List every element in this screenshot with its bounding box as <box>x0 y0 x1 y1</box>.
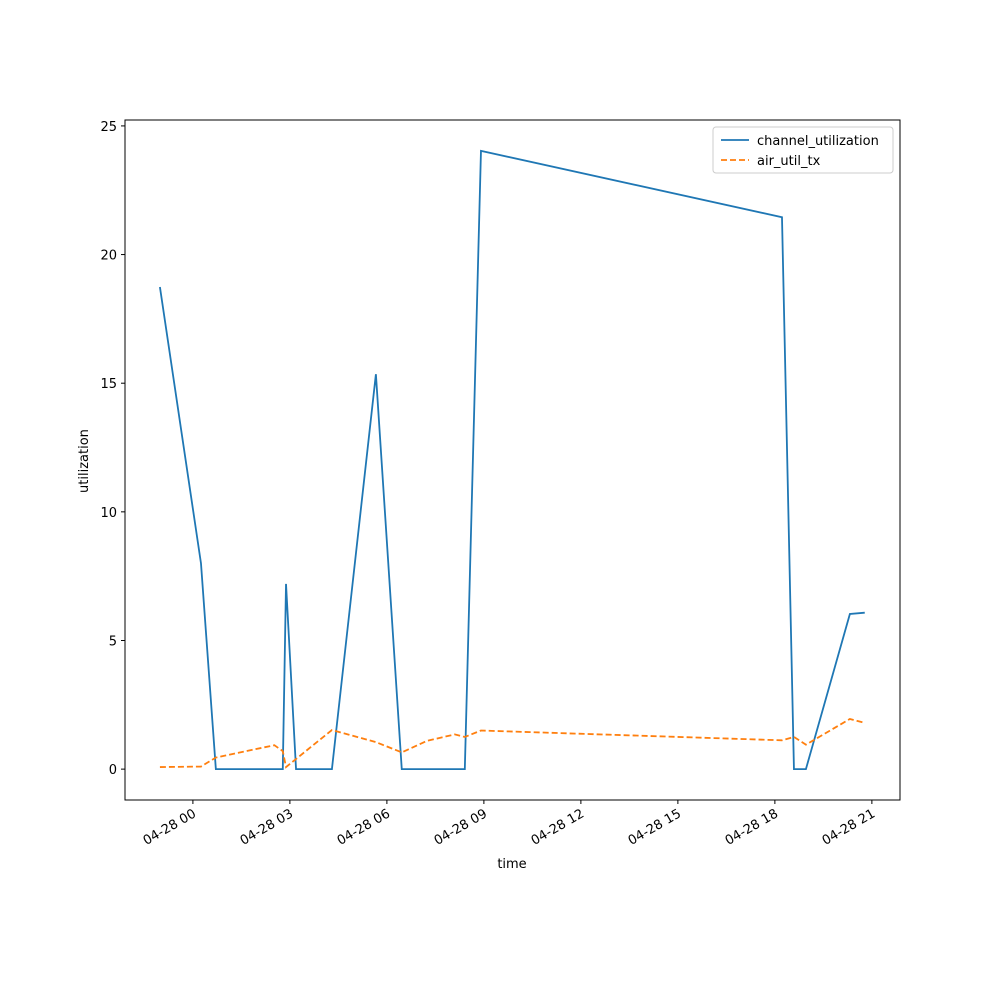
y-tick-label: 10 <box>100 506 117 521</box>
legend-label: air_util_tx <box>757 154 821 169</box>
y-axis-label: utilization <box>77 429 92 493</box>
y-tick-label: 0 <box>109 763 117 778</box>
x-tick-label: 04-28 03 <box>238 806 296 848</box>
series-line <box>159 717 865 769</box>
x-axis-label: time <box>497 857 526 872</box>
series-line <box>159 149 865 771</box>
plot-frame <box>124 119 901 801</box>
y-tick-label: 20 <box>100 249 117 264</box>
y-tick-label: 25 <box>100 120 117 135</box>
x-tick-label: 04-28 15 <box>626 806 684 848</box>
y-tick-label: 15 <box>100 377 117 392</box>
x-tick-label: 04-28 06 <box>335 806 393 848</box>
x-tick-label: 04-28 21 <box>820 806 878 848</box>
x-tick-label: 04-28 00 <box>141 806 199 848</box>
y-tick-label: 5 <box>109 634 117 649</box>
x-tick-label: 04-28 09 <box>432 806 490 848</box>
legend-label: channel_utilization <box>757 134 879 149</box>
legend-box <box>712 126 894 174</box>
x-tick-label: 04-28 12 <box>529 806 587 848</box>
x-tick-label: 04-28 18 <box>723 806 781 848</box>
